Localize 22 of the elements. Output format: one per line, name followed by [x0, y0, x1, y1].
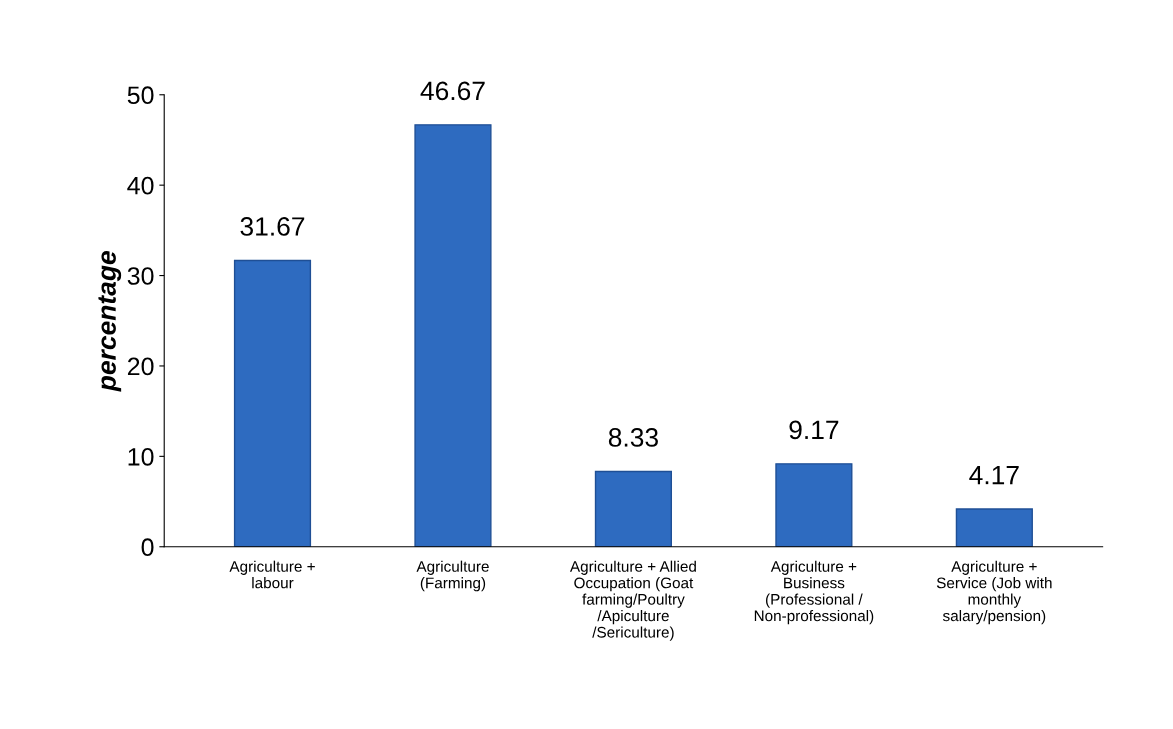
x-tick-label: Agriculture + labour	[229, 560, 315, 589]
data-label: 8.33	[608, 428, 658, 447]
y-axis-title: percentage	[98, 251, 122, 392]
bar	[775, 463, 853, 547]
y-tick-label: 20	[127, 357, 154, 376]
y-tick-label: 40	[127, 176, 154, 195]
bar	[594, 470, 673, 547]
data-label: 31.67	[240, 217, 305, 236]
x-tick-label: Agriculture + Allied Occupation (Goat farming/Poultry /Apiculture /Sericulture)	[569, 560, 696, 641]
y-tick-label: 50	[127, 86, 154, 105]
bar	[414, 124, 492, 547]
x-tick-label: Agriculture + Service (Job with monthly salary/pension)	[936, 560, 1052, 625]
x-tick-label: Agriculture (Farming)	[416, 560, 489, 592]
y-tick-label: 0	[141, 538, 154, 557]
data-label: 4.17	[969, 465, 1019, 485]
data-label: 9.17	[789, 420, 839, 440]
bar	[233, 259, 312, 547]
bar	[955, 508, 1033, 547]
y-tick-label: 30	[127, 267, 154, 285]
y-tick-label: 10	[128, 447, 154, 466]
x-tick-label: Agriculture + Business (Professional / Non-professional)	[754, 560, 874, 625]
data-label: 46.67	[420, 81, 485, 101]
